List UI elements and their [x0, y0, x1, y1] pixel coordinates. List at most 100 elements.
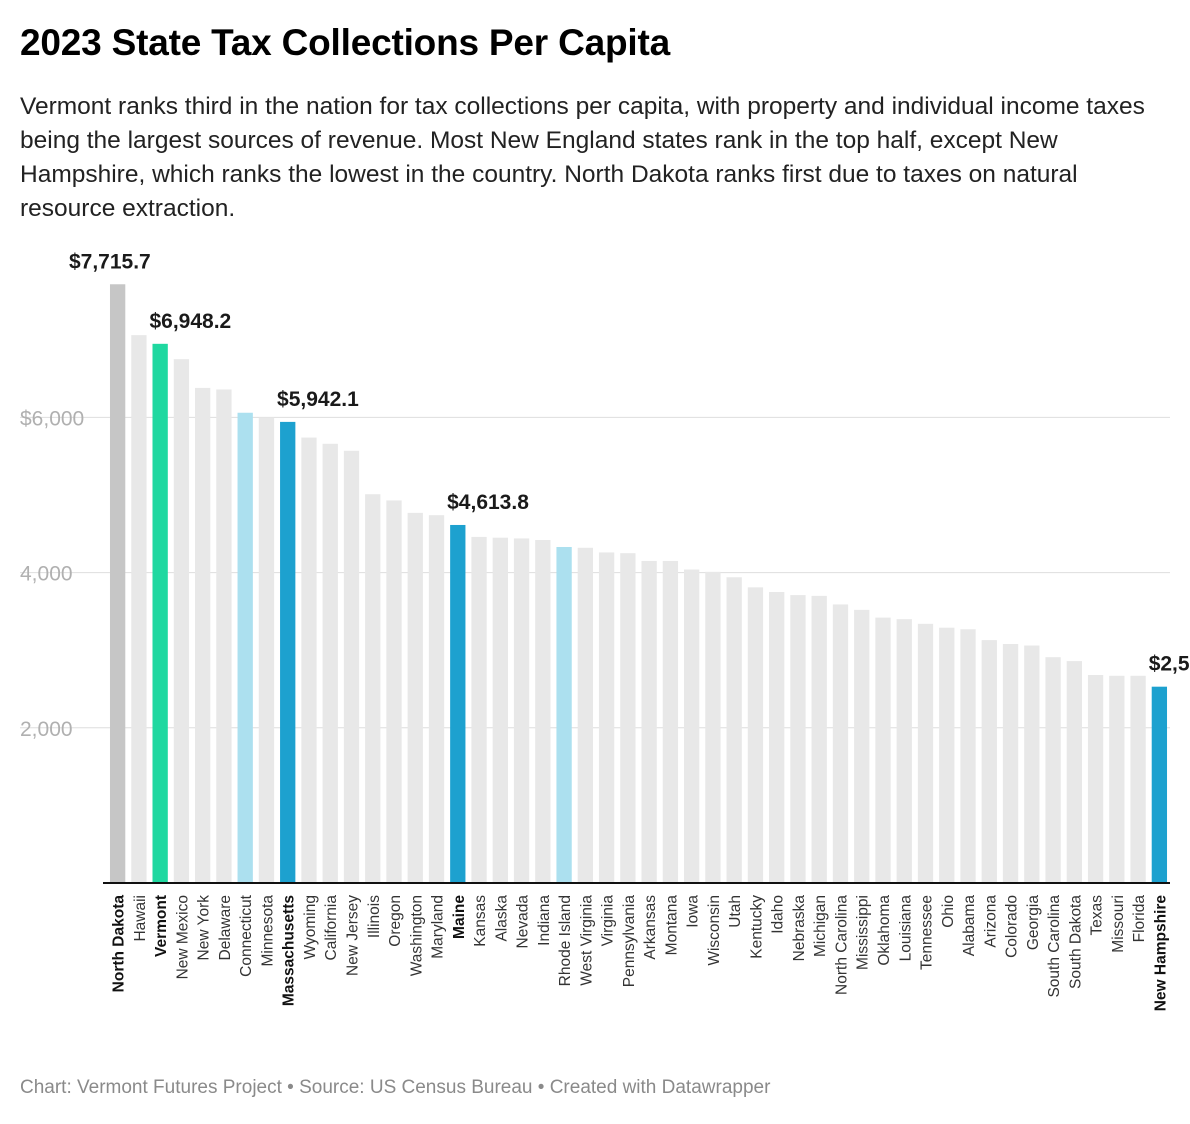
x-tick-label: South Dakota [1067, 895, 1084, 989]
bar-kansas [471, 536, 487, 883]
bar-ohio [939, 627, 955, 883]
y-tick-label: 4,000 [20, 563, 73, 586]
x-tick-label: Massachusetts [281, 895, 298, 1006]
bar-california [322, 443, 338, 883]
bar-maine [450, 524, 466, 883]
x-tick-label: Washington [408, 895, 425, 976]
bar-idaho [769, 592, 785, 883]
bar-wisconsin [705, 571, 721, 883]
bar-nebraska [790, 595, 806, 883]
x-tick-label: Colorado [1004, 895, 1021, 958]
x-tick-label: Kansas [472, 895, 489, 947]
bar-nevada [513, 538, 530, 883]
x-tick-label: Vermont [153, 895, 170, 957]
bar-missouri [1109, 675, 1125, 883]
bar-massachusetts [280, 421, 296, 883]
value-label: $7,715.7 [69, 250, 151, 273]
x-tick-label: Michigan [812, 895, 829, 957]
bar-louisiana [896, 619, 912, 883]
x-tick-label: Connecticut [238, 894, 255, 977]
x-tick-label: Kentucky [748, 895, 765, 959]
x-tick-label: Tennessee [919, 895, 936, 970]
bar-alaska [492, 537, 508, 883]
x-tick-label: Arizona [982, 895, 999, 948]
x-tick-label: Oregon [387, 895, 404, 947]
y-tick-label: $6,000 [20, 407, 84, 430]
x-tick-label: Utah [727, 895, 744, 928]
bars [109, 284, 1168, 883]
value-label: $5,942.1 [277, 388, 359, 411]
chart-title: 2023 State Tax Collections Per Capita [20, 22, 670, 63]
x-tick-label: Florida [1131, 895, 1148, 943]
x-tick-label: Pennsylvania [621, 895, 638, 988]
bar-chart: 2,000 4,000 $6,000 North Dakota Hawaii Vermo… [0, 240, 1190, 1040]
x-tick-label: Georgia [1025, 895, 1042, 951]
x-tick-label: Texas [1089, 895, 1106, 936]
value-label: $4,613.8 [447, 491, 529, 514]
x-tick-label: Maine [451, 895, 468, 939]
bar-new-jersey [343, 450, 360, 883]
bar-iowa [683, 569, 700, 883]
x-tick-label: Arkansas [642, 895, 659, 960]
bar-washington [407, 512, 423, 883]
value-label: $2,529.8 [1149, 653, 1190, 676]
bar-tennessee [917, 623, 934, 883]
x-tick-label: Nevada [515, 895, 532, 949]
bar-virginia [598, 552, 615, 883]
x-tick-label: Oklahoma [876, 895, 893, 966]
x-tick-label: Mississippi [855, 895, 872, 970]
bar-north-carolina [832, 604, 849, 883]
x-tick-label: Montana [663, 895, 680, 956]
x-tick-label: North Carolina [833, 895, 850, 995]
x-tick-label: Nebraska [791, 895, 808, 962]
bar-west-virginia [577, 547, 594, 883]
x-tick-label: Alabama [961, 895, 978, 957]
x-tick-label: Louisiana [897, 895, 914, 962]
gridlines [20, 416, 1170, 729]
bar-indiana [535, 540, 551, 883]
x-tick-label: Iowa [685, 895, 702, 928]
x-tick-label: West Virginia [578, 895, 595, 986]
value-label: $6,948.2 [149, 310, 231, 333]
bar-mississippi [854, 609, 870, 883]
bar-north-dakota [109, 284, 126, 883]
bar-new-hampshire [1151, 686, 1168, 883]
bar-hawaii [131, 335, 147, 883]
x-tick-label: Idaho [770, 895, 787, 934]
x-tick-label: North Dakota [111, 895, 128, 993]
x-tick-label: Hawaii [132, 895, 149, 942]
chart-footer: Chart: Vermont Futures Project • Source:… [20, 1077, 771, 1098]
bar-vermont [152, 343, 168, 883]
x-axis-labels: North Dakota Hawaii Vermont New Mexico New Y… [111, 894, 1170, 1011]
bar-pennsylvania [620, 553, 636, 883]
bar-wyoming [301, 437, 317, 883]
y-axis-ticks: 2,000 4,000 $6,000 [20, 407, 84, 740]
x-tick-label: New Mexico [174, 895, 191, 979]
bar-michigan [811, 595, 827, 883]
x-tick-label: Missouri [1110, 895, 1127, 953]
bar-south-carolina [1045, 657, 1061, 883]
bar-utah [726, 577, 742, 883]
bar-montana [662, 560, 679, 883]
x-tick-label: Alaska [493, 895, 510, 942]
x-tick-label: New Jersey [344, 895, 361, 976]
x-tick-label: Wyoming [302, 895, 319, 959]
chart-subtitle: Vermont ranks third in the nation for ta… [20, 93, 1145, 222]
x-tick-label: Maryland [430, 895, 447, 959]
bar-florida [1130, 675, 1146, 883]
value-labels: $7,715.7 $6,948.2 $5,942.1 $4,613.8 $2,529.8 [67, 248, 1190, 677]
x-tick-label: New York [196, 895, 213, 961]
bar-chart-svg: 2,000 4,000 $6,000 North Dakota Hawaii Vermo… [20, 248, 1190, 1011]
x-tick-label: Minnesota [259, 895, 276, 967]
bar-rhode-island [556, 546, 572, 883]
bar-minnesota [258, 417, 275, 883]
bar-new-mexico [173, 359, 190, 883]
bar-georgia [1024, 645, 1040, 883]
bar-arizona [981, 640, 997, 883]
bar-delaware [216, 389, 232, 883]
x-tick-label: Wisconsin [706, 895, 723, 966]
x-tick-label: Virginia [600, 895, 617, 947]
bar-oregon [386, 500, 402, 883]
bar-arkansas [641, 560, 657, 883]
x-tick-label: South Carolina [1046, 895, 1063, 998]
